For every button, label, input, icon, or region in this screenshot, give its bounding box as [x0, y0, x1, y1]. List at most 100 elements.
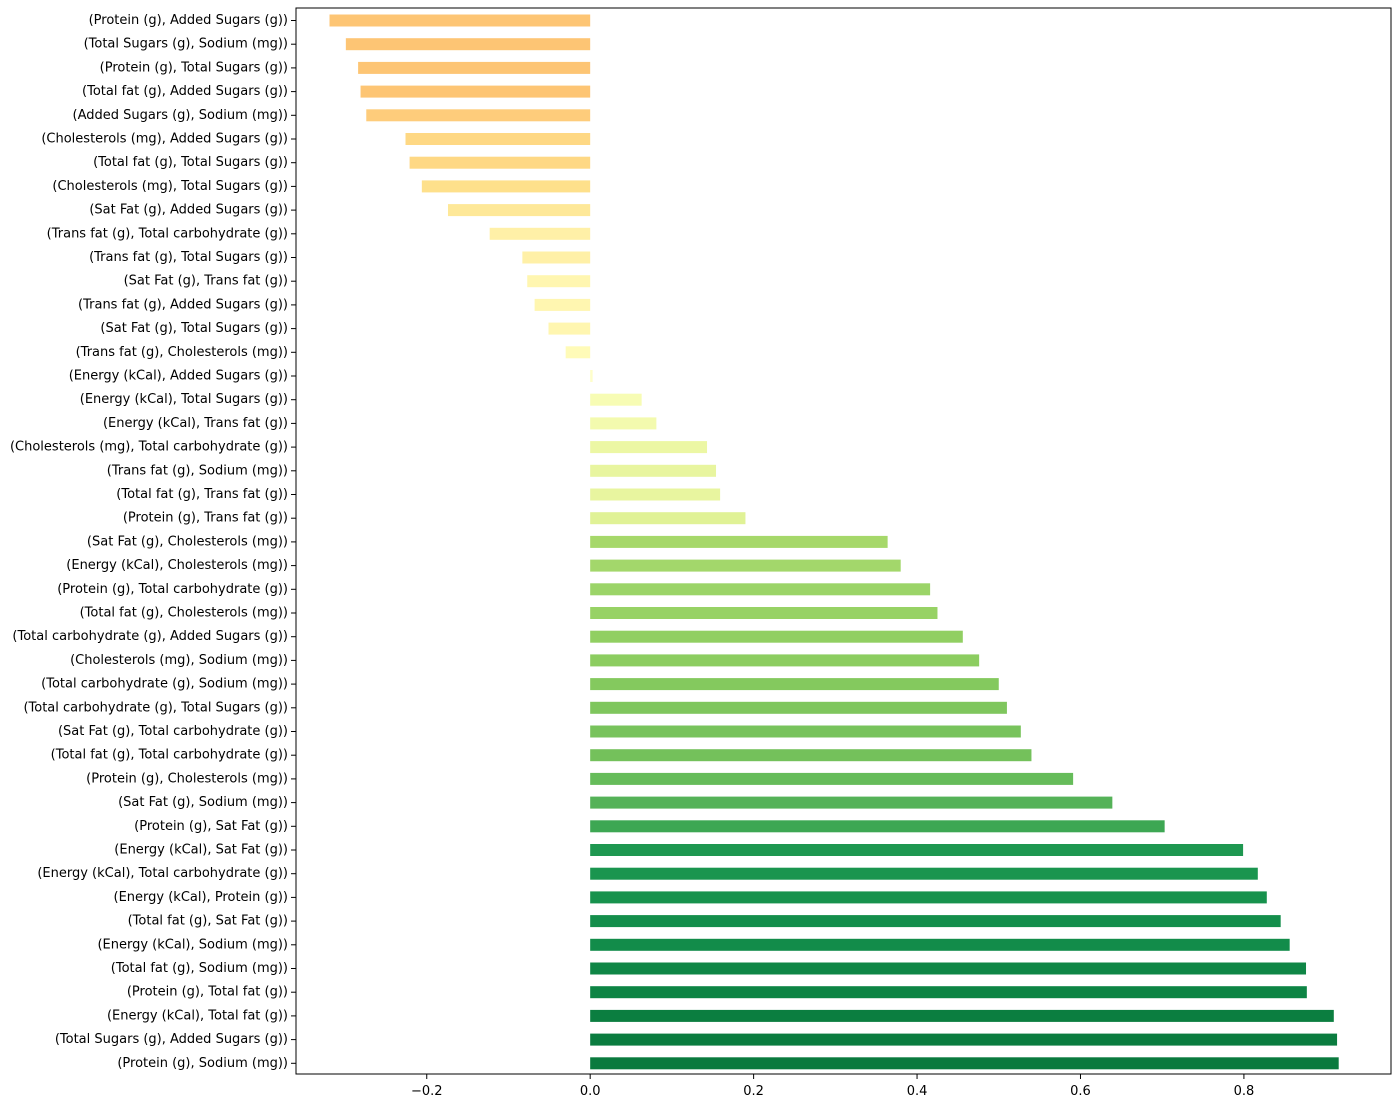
y-tick-label: (Total Sugars (g), Added Sugars (g)) [55, 1032, 288, 1047]
bar [565, 346, 591, 359]
y-tick-label: (Energy (kCal), Total fat (g)) [107, 1008, 288, 1023]
y-tick-label: (Sat Fat (g), Sodium (mg)) [118, 795, 288, 810]
y-tick-label: (Sat Fat (g), Cholesterols (mg)) [87, 534, 288, 549]
bar [590, 891, 1267, 904]
y-tick-label: (Total fat (g), Sat Fat (g)) [128, 914, 288, 929]
bar [590, 535, 888, 548]
bar [590, 701, 1007, 714]
x-tick-label: 0.0 [580, 1084, 601, 1099]
y-tick-label: (Trans fat (g), Added Sugars (g)) [78, 297, 288, 312]
y-tick-labels: (Protein (g), Added Sugars (g)) (Total Su… [10, 13, 296, 1071]
y-tick-label: (Sat Fat (g), Total Sugars (g)) [100, 321, 288, 336]
bar [527, 275, 591, 288]
x-tick-label: 0.2 [743, 1084, 764, 1099]
y-tick-label: (Total fat (g), Total Sugars (g)) [93, 155, 288, 170]
bar [489, 227, 591, 240]
bar [590, 393, 642, 406]
bar [590, 867, 1258, 880]
bar [590, 749, 1032, 762]
bar [590, 796, 1113, 809]
bar [345, 38, 591, 51]
bar [590, 772, 1074, 785]
y-tick-label: (Cholesterols (mg), Sodium (mg)) [70, 653, 288, 668]
bar [548, 322, 591, 335]
bar [590, 678, 999, 691]
bar [590, 583, 931, 596]
bar [366, 109, 591, 122]
y-tick-label: (Energy (kCal), Trans fat (g)) [103, 416, 288, 431]
bar [590, 417, 657, 430]
bar [590, 464, 717, 477]
bar [590, 986, 1307, 999]
bar [590, 654, 980, 667]
bar [421, 180, 591, 193]
y-tick-label: (Protein (g), Cholesterols (mg)) [86, 771, 288, 786]
bar [590, 1009, 1334, 1022]
x-axis: −0.2 0.0 0.2 0.4 0.6 0.8 [411, 1074, 1254, 1099]
y-tick-label: (Total carbohydrate (g), Added Sugars (g… [12, 629, 288, 644]
y-tick-label: (Sat Fat (g), Trans fat (g)) [124, 274, 288, 289]
y-tick-label: (Protein (g), Added Sugars (g)) [89, 13, 288, 28]
y-tick-label: (Cholesterols (mg), Added Sugars (g)) [41, 132, 288, 147]
y-tick-label: (Total fat (g), Cholesterols (mg)) [80, 606, 288, 621]
y-tick-label: (Cholesterols (mg), Total Sugars (g)) [52, 179, 288, 194]
bar [590, 1057, 1339, 1070]
y-tick-label: (Energy (kCal), Total Sugars (g)) [80, 392, 288, 407]
y-tick-label: (Energy (kCal), Sodium (mg)) [97, 937, 288, 952]
bar [534, 298, 591, 311]
y-tick-label: (Energy (kCal), Cholesterols (mg)) [66, 558, 288, 573]
bar [590, 512, 746, 525]
y-tick-label: (Added Sugars (g), Sodium (mg)) [73, 108, 288, 123]
y-tick-label: (Trans fat (g), Total Sugars (g)) [89, 250, 288, 265]
bar [590, 559, 901, 572]
plot-frame [295, 7, 1392, 1075]
y-tick-label: (Trans fat (g), Total carbohydrate (g)) [47, 226, 288, 241]
y-tick-label: (Total carbohydrate (g), Sodium (mg)) [41, 677, 288, 692]
bar [329, 14, 591, 27]
bar [447, 204, 591, 217]
bar [590, 370, 593, 382]
x-tick-label: −0.2 [411, 1084, 443, 1099]
bar [590, 607, 938, 619]
bar [590, 820, 1165, 833]
y-tick-label: (Sat Fat (g), Total carbohydrate (g)) [58, 724, 288, 739]
bar-group [329, 14, 1339, 1070]
bar [590, 938, 1290, 951]
y-tick-label: (Total fat (g), Sodium (mg)) [111, 961, 288, 976]
y-tick-label: (Total fat (g), Total carbohydrate (g)) [51, 748, 288, 763]
x-tick-label: 0.8 [1234, 1084, 1255, 1099]
y-tick-label: (Total fat (g), Trans fat (g)) [116, 487, 288, 502]
y-tick-label: (Protein (g), Sodium (mg)) [117, 1056, 288, 1071]
y-tick-label: (Total fat (g), Added Sugars (g)) [82, 84, 288, 99]
x-tick-label: 0.4 [907, 1084, 928, 1099]
y-tick-label: (Energy (kCal), Protein (g)) [114, 890, 288, 905]
y-tick-label: (Energy (kCal), Added Sugars (g)) [69, 369, 288, 384]
y-tick-label: (Total Sugars (g), Sodium (mg)) [84, 37, 288, 52]
y-tick-label: (Protein (g), Trans fat (g)) [123, 511, 288, 526]
bar [405, 133, 591, 145]
bar [590, 1033, 1338, 1046]
bar [358, 61, 591, 74]
y-tick-label: (Protein (g), Total carbohydrate (g)) [57, 582, 288, 597]
y-tick-label: (Energy (kCal), Sat Fat (g)) [114, 843, 288, 858]
y-tick-label: (Trans fat (g), Sodium (mg)) [107, 463, 288, 478]
bar [590, 962, 1307, 975]
y-tick-label: (Energy (kCal), Total carbohydrate (g)) [37, 866, 288, 881]
y-tick-label: (Total carbohydrate (g), Total Sugars (g… [23, 700, 288, 715]
bar [360, 85, 591, 98]
bar [590, 488, 721, 501]
y-tick-label: (Protein (g), Sat Fat (g)) [134, 819, 288, 834]
bar [522, 251, 591, 264]
bar [409, 156, 591, 169]
bar [590, 844, 1244, 856]
bar [590, 441, 708, 454]
bar [590, 915, 1281, 928]
y-tick-label: (Protein (g), Total Sugars (g)) [100, 60, 288, 75]
y-tick-label: (Cholesterols (mg), Total carbohydrate (… [10, 440, 288, 455]
y-tick-label: (Protein (g), Total fat (g)) [127, 985, 288, 1000]
x-tick-label: 0.6 [1070, 1084, 1091, 1099]
y-tick-label: (Sat Fat (g), Added Sugars (g)) [89, 203, 288, 218]
bar [590, 725, 1021, 738]
y-tick-label: (Trans fat (g), Cholesterols (mg)) [76, 345, 288, 360]
